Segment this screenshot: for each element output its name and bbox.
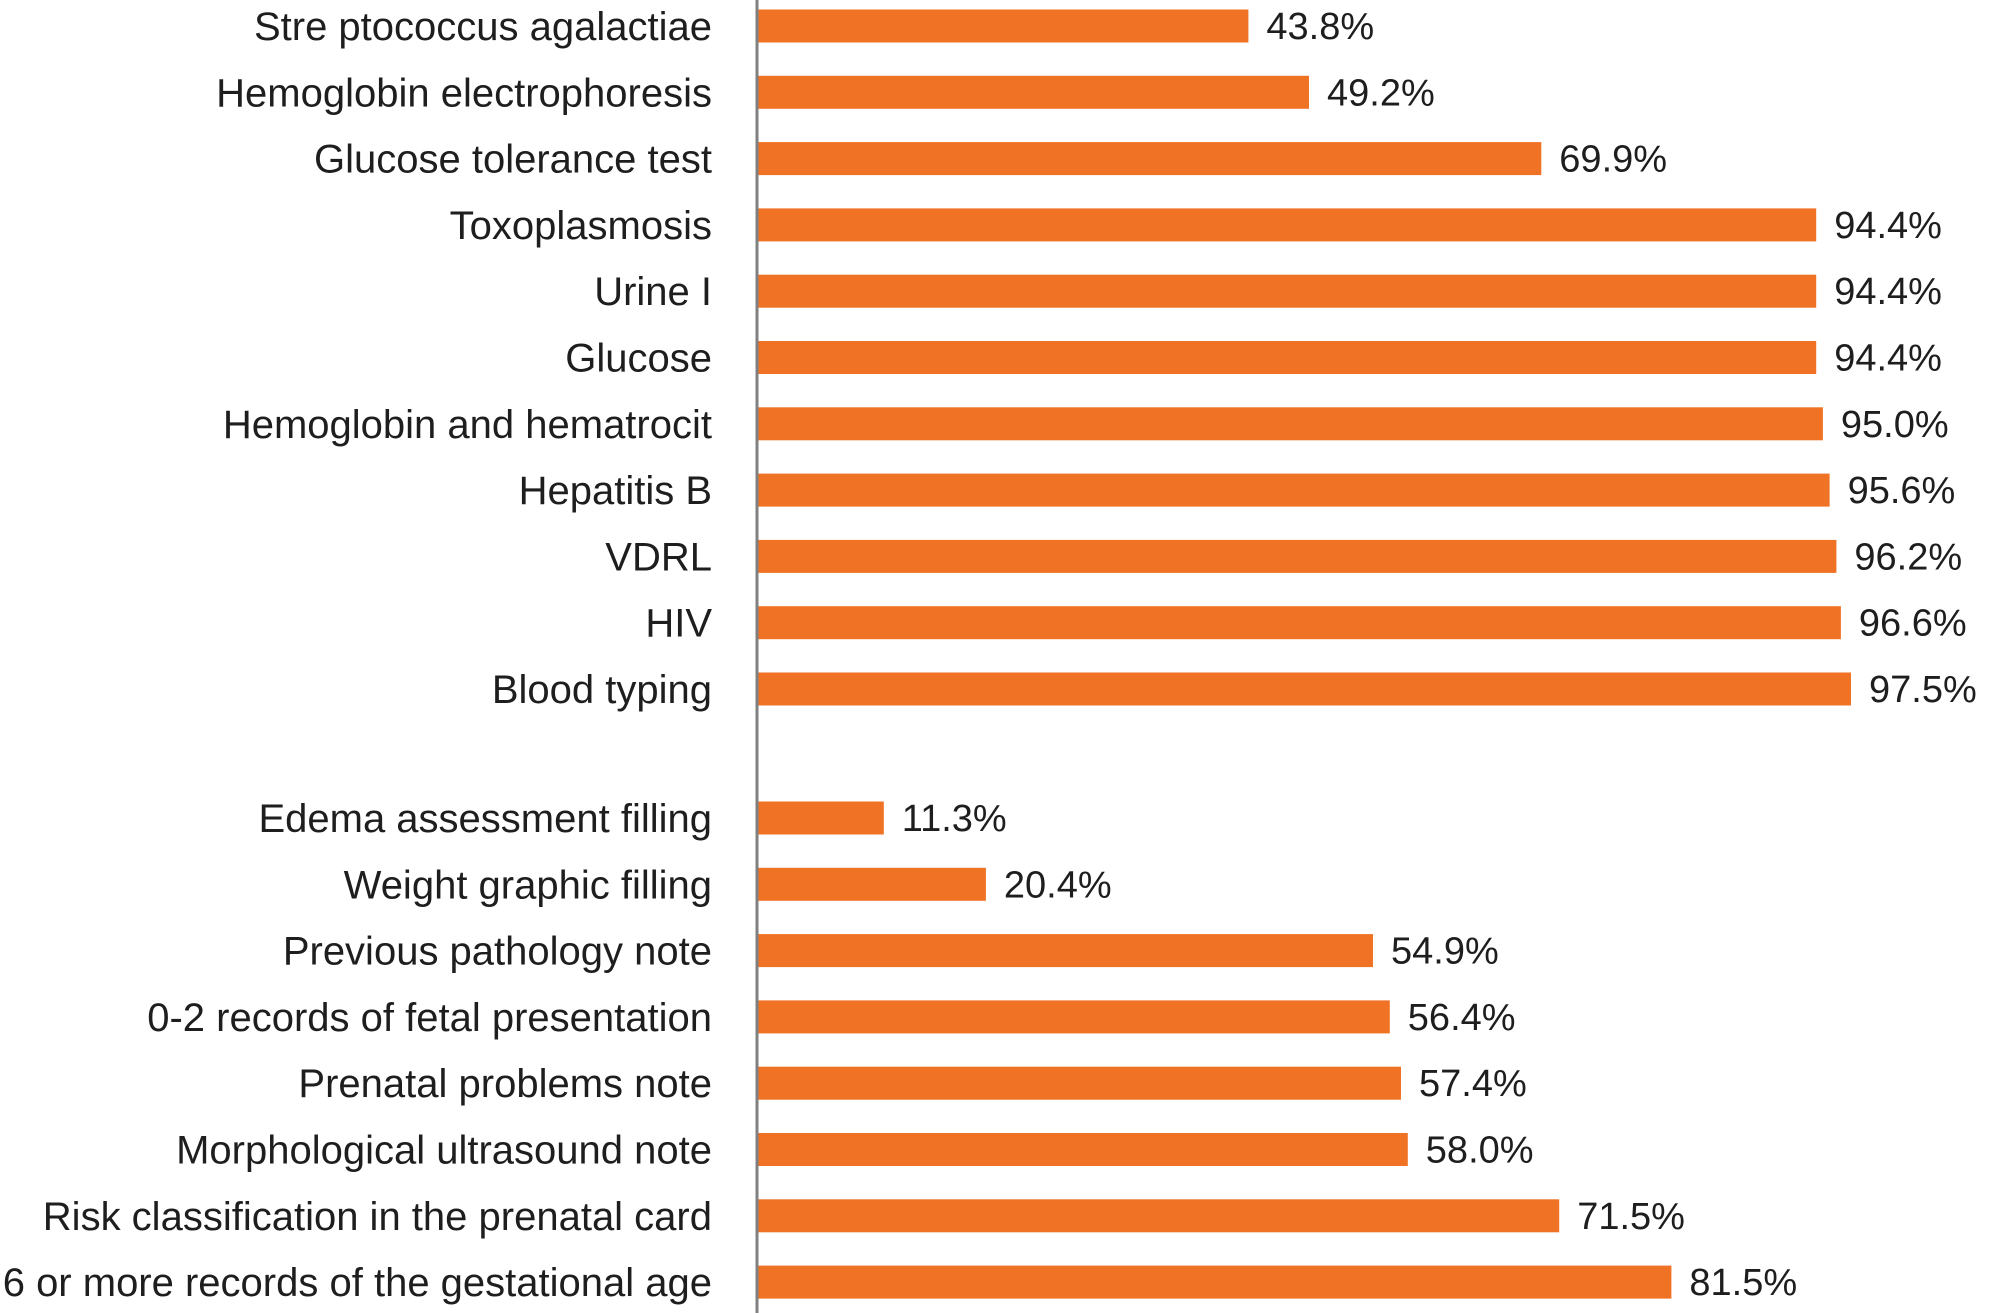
category-label: Hemoglobin electrophoresis	[216, 71, 712, 115]
value-label: 81.5%	[1689, 1262, 1797, 1304]
category-label: Toxoplasmosis	[450, 204, 712, 248]
bar	[757, 75, 1309, 109]
value-label: 49.2%	[1327, 72, 1435, 114]
category-label: Urine I	[594, 270, 712, 314]
bar	[757, 407, 1823, 441]
category-label: Stre ptococcus agalactiae	[254, 5, 712, 49]
value-label: 97.5%	[1869, 669, 1977, 711]
bar	[757, 606, 1841, 640]
bar	[757, 9, 1249, 43]
bar	[757, 801, 884, 835]
bar	[757, 341, 1817, 374]
category-label: Weight graphic filling	[344, 863, 712, 907]
bar	[757, 142, 1542, 176]
bar	[757, 1000, 1390, 1034]
bars-layer	[757, 9, 1851, 1299]
category-label: Edema assessment filling	[258, 797, 712, 841]
value-label: 43.8%	[1266, 6, 1374, 48]
category-label: Hepatitis B	[519, 469, 712, 513]
bar	[757, 934, 1373, 968]
bar	[757, 672, 1851, 706]
category-label: 0-2 records of fetal presentation	[147, 996, 712, 1040]
value-label: 54.9%	[1391, 931, 1499, 973]
bar	[757, 867, 986, 901]
value-label: 58.0%	[1426, 1130, 1534, 1172]
category-label: Previous pathology note	[283, 930, 712, 974]
bar	[757, 1199, 1560, 1233]
bar	[757, 539, 1837, 573]
category-label: Glucose tolerance test	[314, 138, 712, 182]
bar	[757, 473, 1830, 507]
bar	[757, 1265, 1672, 1299]
bar	[757, 208, 1817, 242]
value-label: 71.5%	[1577, 1196, 1685, 1238]
category-label: Risk classification in the prenatal card	[43, 1195, 712, 1239]
category-label: Prenatal problems note	[298, 1062, 712, 1106]
category-label: Blood typing	[492, 668, 712, 712]
labels-layer: Stre ptococcus agalactiae 43.8% Hemoglobin…	[3, 5, 1977, 1305]
category-label: Glucose	[565, 337, 712, 381]
bar	[757, 1133, 1408, 1166]
value-label: 57.4%	[1419, 1063, 1527, 1105]
value-label: 94.4%	[1834, 338, 1942, 380]
category-label: Hemoglobin and hematrocit	[223, 403, 712, 447]
value-label: 94.4%	[1834, 271, 1942, 313]
value-label: 94.4%	[1834, 205, 1942, 247]
value-label: 20.4%	[1004, 864, 1112, 906]
bar	[757, 1066, 1401, 1100]
bar	[757, 274, 1817, 308]
value-label: 69.9%	[1559, 139, 1667, 181]
category-label: 6 or more records of the gestational age	[3, 1261, 712, 1305]
value-label: 56.4%	[1408, 997, 1516, 1039]
value-label: 95.6%	[1848, 470, 1956, 512]
value-label: 96.2%	[1854, 536, 1962, 578]
category-label: Morphological ultrasound note	[176, 1129, 712, 1173]
category-label: HIV	[645, 602, 712, 646]
value-label: 96.6%	[1859, 603, 1967, 645]
value-label: 11.3%	[902, 798, 1007, 840]
value-label: 95.0%	[1841, 404, 1949, 446]
category-label: VDRL	[605, 535, 712, 579]
